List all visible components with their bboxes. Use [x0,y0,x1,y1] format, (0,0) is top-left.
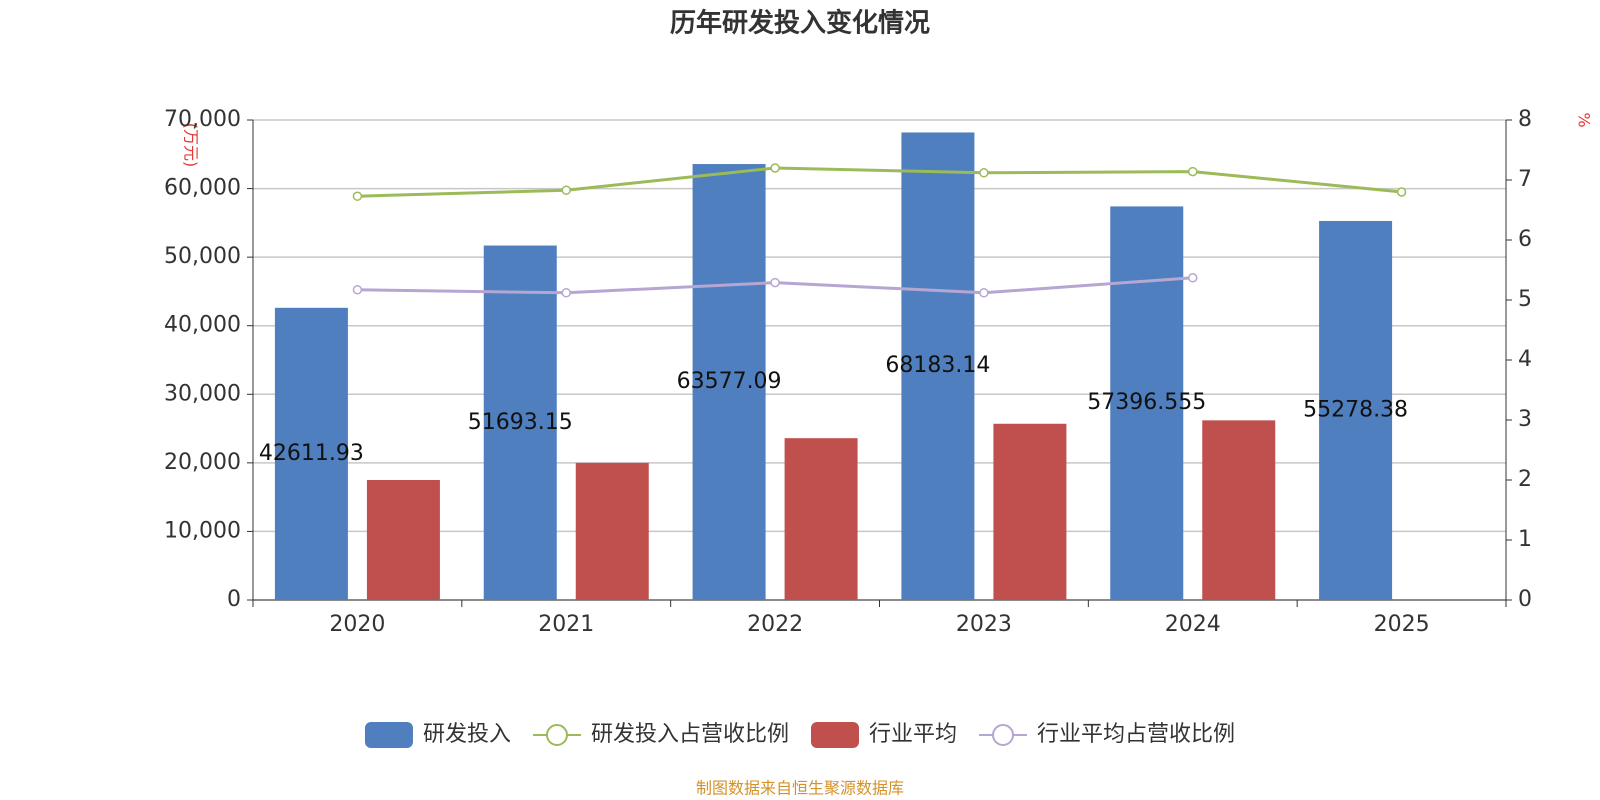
legend-label: 行业平均 [869,722,957,747]
bar [1319,220,1393,601]
y-tick-label: 40,000 [164,313,241,338]
bar [483,245,557,600]
bar [1110,206,1184,600]
line-point [979,168,989,178]
y-tick-label: 50,000 [164,244,241,269]
y-tick-label: 60,000 [164,176,241,201]
y2-tick-label: 7 [1518,167,1532,192]
legend: 研发投入 研发投入占营收比例 行业平均 行业平均占营收比例 [364,722,1235,748]
line [357,166,1402,198]
x-tick-label: 2025 [1374,612,1430,637]
legend-item[interactable]: 研发投入 [364,722,511,748]
legend-label: 研发投入占营收比例 [591,722,789,747]
x-tick-label: 2020 [329,612,385,637]
data-label: 51693.15 [468,410,573,435]
legend-item[interactable]: 行业平均占营收比例 [979,722,1235,747]
legend-swatch-point [545,724,568,746]
line-point [352,285,363,295]
x-tick-label: 2021 [538,612,594,637]
y-tick-label: 20,000 [164,450,241,475]
line-point [352,191,363,201]
line-point [1188,166,1198,177]
x-tick-label: 2022 [747,612,803,637]
legend-label: 行业平均占营收比例 [1037,722,1235,747]
data-label: 55278.38 [1303,397,1408,422]
line-point [561,185,571,195]
data-label: 57396.555 [1087,390,1206,415]
y2-tick-label: 4 [1518,347,1532,372]
legend-item[interactable]: 研发投入占营收比例 [532,722,789,747]
line-point [770,163,780,173]
data-label: 68183.14 [885,353,990,378]
data-label: 63577.09 [677,369,782,394]
line-point [1396,187,1407,197]
legend-swatch [811,722,859,748]
y2-tick-label: 2 [1518,467,1532,492]
line-point [561,288,571,298]
y-tick-label: 0 [227,587,241,612]
bar [993,423,1067,600]
y2-tick-label: 1 [1518,527,1532,552]
line-point [979,288,989,298]
line-point [770,277,780,288]
y-axis-label: (万元) [182,123,201,168]
bar [366,480,440,600]
bar [901,132,975,600]
legend-swatch-point [992,724,1015,746]
legend-item[interactable]: 行业平均 [811,722,957,748]
y2-tick-label: 8 [1518,107,1532,132]
y2-tick-label: 6 [1518,227,1532,252]
data-label: 42611.93 [259,441,364,466]
y-tick-label: 70,000 [164,107,241,132]
y-tick-label: 30,000 [164,381,241,406]
y-tick-label: 10,000 [164,518,241,543]
bar [1202,420,1276,600]
y2-tick-label: 0 [1518,587,1532,612]
y2-axis-label: % [1575,112,1594,127]
bar [575,462,649,600]
bar [784,438,858,600]
x-tick-label: 2024 [1165,612,1221,637]
legend-swatch [364,722,413,748]
bar [274,307,348,600]
source-note: 制图数据来自恒生聚源数据库 [696,779,904,798]
y2-tick-label: 3 [1518,407,1532,432]
chart-title: 历年研发投入变化情况 [670,8,930,39]
legend-label: 研发投入 [423,722,511,747]
bar [692,164,766,600]
line-point [1188,273,1198,283]
x-tick-label: 2023 [956,612,1012,637]
y2-tick-label: 5 [1518,287,1532,312]
